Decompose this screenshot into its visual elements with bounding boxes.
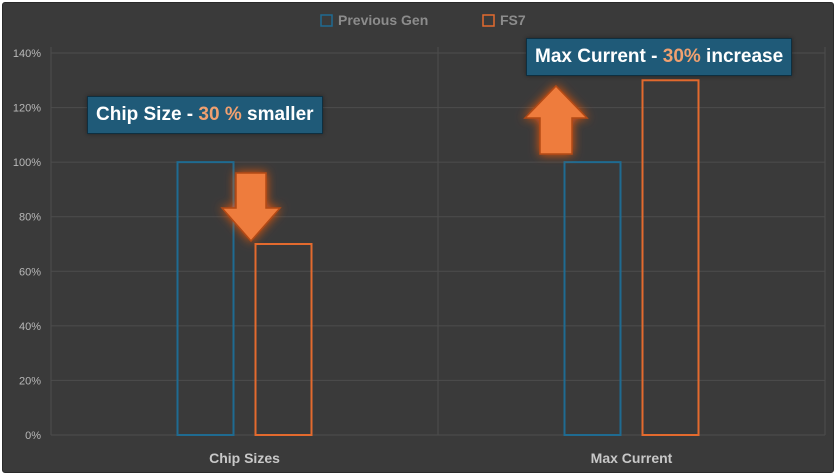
x-category-label: Chip Sizes	[209, 450, 280, 466]
bar-chart: 0% 20% 40% 60% 80% 100% 120% 140% Chip Sizes Max …	[13, 12, 826, 466]
chip-callout-accent: 30 %	[198, 104, 242, 125]
y-tick-label: 60%	[19, 266, 41, 278]
max-current-callout: Max Current - 30% increase	[526, 38, 793, 76]
max-callout-accent: 30%	[662, 46, 701, 67]
legend-label: Previous Gen	[338, 12, 428, 28]
up-arrow-icon	[523, 84, 589, 161]
bar-fs7	[641, 79, 700, 437]
y-tick-label: 20%	[19, 375, 41, 387]
legend-swatch	[320, 14, 333, 27]
bar-previous-gen	[563, 161, 622, 436]
y-tick-label: 120%	[13, 103, 41, 115]
max-callout-prefix: Max Current -	[535, 46, 663, 67]
max-callout-suffix: increase	[700, 46, 784, 67]
y-tick-label: 140%	[13, 48, 41, 60]
down-arrow-icon	[220, 172, 282, 248]
chip-size-callout: Chip Size - 30 % smaller	[87, 96, 323, 134]
legend-swatch	[482, 14, 495, 27]
x-category-label: Max Current	[591, 450, 673, 466]
y-tick-label: 40%	[19, 321, 41, 333]
y-tick-label: 100%	[13, 157, 41, 169]
chip-callout-suffix: smaller	[241, 104, 314, 125]
bar-fs7	[254, 243, 313, 436]
y-tick-label: 80%	[19, 212, 41, 224]
y-tick-label: 0%	[25, 430, 41, 442]
legend-label: FS7	[500, 12, 526, 28]
chip-callout-prefix: Chip Size -	[96, 104, 199, 125]
bar-previous-gen	[176, 161, 235, 436]
